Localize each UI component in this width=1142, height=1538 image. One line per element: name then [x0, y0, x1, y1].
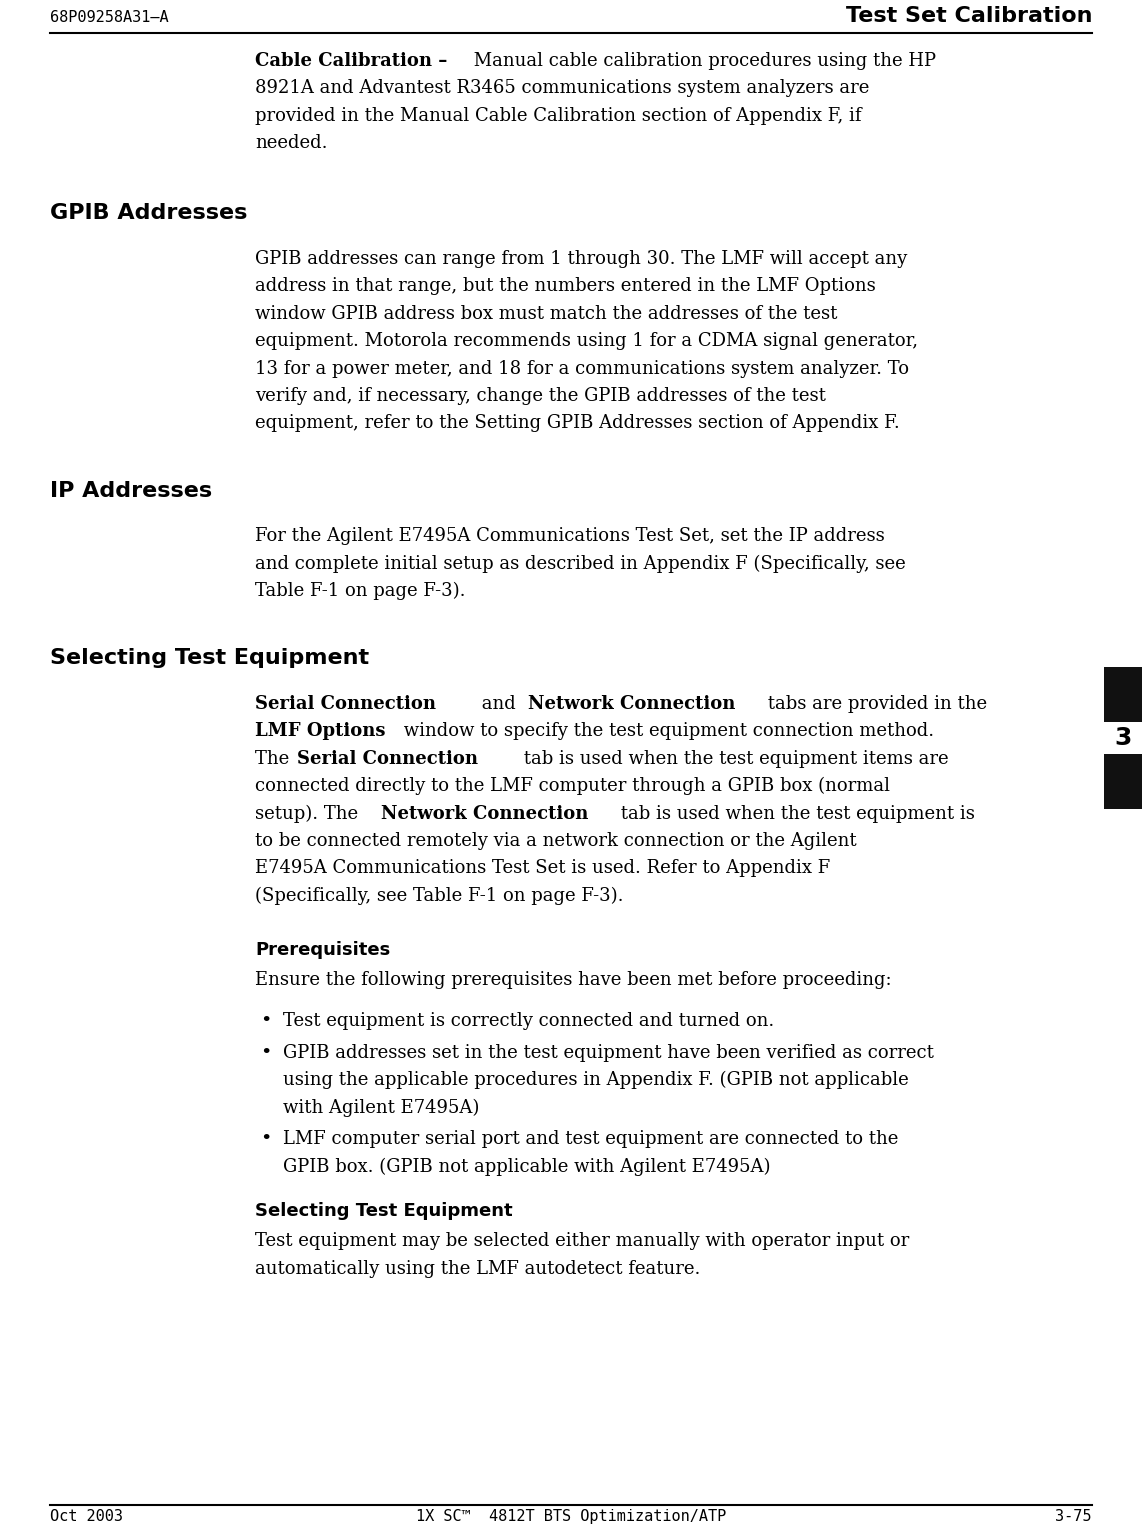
Text: window GPIB address box must match the addresses of the test: window GPIB address box must match the a…: [255, 305, 837, 323]
Bar: [1104, 667, 1142, 723]
Text: Selecting Test Equipment: Selecting Test Equipment: [255, 1201, 513, 1220]
Text: using the applicable procedures in Appendix F. (GPIB not applicable: using the applicable procedures in Appen…: [283, 1072, 909, 1089]
Text: Table F-1 on page F-3).: Table F-1 on page F-3).: [255, 581, 466, 600]
Text: Prerequisites: Prerequisites: [255, 941, 391, 958]
Text: 3-75: 3-75: [1055, 1509, 1092, 1524]
Text: Network Connection: Network Connection: [529, 695, 735, 712]
Text: equipment, refer to the Setting GPIB Addresses section of Appendix F.: equipment, refer to the Setting GPIB Add…: [255, 414, 900, 432]
Text: and complete initial setup as described in Appendix F (Specifically, see: and complete initial setup as described …: [255, 555, 906, 572]
Text: GPIB Addresses: GPIB Addresses: [50, 203, 248, 223]
Text: Serial Connection: Serial Connection: [297, 749, 477, 767]
Text: GPIB addresses can range from 1 through 30. The LMF will accept any: GPIB addresses can range from 1 through …: [255, 249, 907, 268]
Bar: [1104, 754, 1142, 809]
Text: LMF Options: LMF Options: [255, 723, 386, 740]
Text: connected directly to the LMF computer through a GPIB box (normal: connected directly to the LMF computer t…: [255, 777, 890, 795]
Text: and: and: [476, 695, 522, 712]
Text: •: •: [260, 1044, 272, 1061]
Text: 8921A and Advantest R3465 communications system analyzers are: 8921A and Advantest R3465 communications…: [255, 80, 869, 97]
Text: verify and, if necessary, change the GPIB addresses of the test: verify and, if necessary, change the GPI…: [255, 388, 826, 404]
Text: tabs are provided in the: tabs are provided in the: [763, 695, 988, 712]
Text: The: The: [255, 749, 295, 767]
Text: provided in the Manual Cable Calibration section of Appendix F, if: provided in the Manual Cable Calibration…: [255, 106, 861, 125]
Text: (Specifically, see Table F-1 on page F-3).: (Specifically, see Table F-1 on page F-3…: [255, 887, 624, 906]
Text: address in that range, but the numbers entered in the LMF Options: address in that range, but the numbers e…: [255, 277, 876, 295]
Text: •: •: [260, 1130, 272, 1149]
Text: 3: 3: [1115, 726, 1132, 751]
Text: to be connected remotely via a network connection or the Agilent: to be connected remotely via a network c…: [255, 832, 856, 851]
Text: 1X SC™  4812T BTS Optimization/ATP: 1X SC™ 4812T BTS Optimization/ATP: [416, 1509, 726, 1524]
Text: window to specify the test equipment connection method.: window to specify the test equipment con…: [399, 723, 934, 740]
Text: tab is used when the test equipment is: tab is used when the test equipment is: [614, 804, 974, 823]
Text: GPIB box. (GPIB not applicable with Agilent E7495A): GPIB box. (GPIB not applicable with Agil…: [283, 1158, 771, 1177]
Text: Ensure the following prerequisites have been met before proceeding:: Ensure the following prerequisites have …: [255, 970, 892, 989]
Text: Cable Calibration –: Cable Calibration –: [255, 52, 448, 71]
Text: Network Connection: Network Connection: [380, 804, 588, 823]
Text: •: •: [260, 1012, 272, 1030]
Text: Manual cable calibration procedures using the HP: Manual cable calibration procedures usin…: [468, 52, 935, 71]
Text: 68P09258A31–A: 68P09258A31–A: [50, 11, 169, 25]
Text: Test equipment may be selected either manually with operator input or: Test equipment may be selected either ma…: [255, 1232, 909, 1250]
Text: equipment. Motorola recommends using 1 for a CDMA signal generator,: equipment. Motorola recommends using 1 f…: [255, 332, 918, 351]
Text: Serial Connection: Serial Connection: [255, 695, 436, 712]
Text: E7495A Communications Test Set is used. Refer to Appendix F: E7495A Communications Test Set is used. …: [255, 860, 830, 878]
Text: For the Agilent E7495A Communications Test Set, set the IP address: For the Agilent E7495A Communications Te…: [255, 528, 885, 544]
Text: setup). The: setup). The: [255, 804, 364, 823]
Text: GPIB addresses set in the test equipment have been verified as correct: GPIB addresses set in the test equipment…: [283, 1044, 934, 1061]
Text: with Agilent E7495A): with Agilent E7495A): [283, 1098, 480, 1117]
Text: needed.: needed.: [255, 134, 328, 152]
Text: Selecting Test Equipment: Selecting Test Equipment: [50, 647, 369, 667]
Text: IP Addresses: IP Addresses: [50, 480, 212, 500]
Text: automatically using the LMF autodetect feature.: automatically using the LMF autodetect f…: [255, 1260, 700, 1278]
Text: Test equipment is correctly connected and turned on.: Test equipment is correctly connected an…: [283, 1012, 774, 1030]
Text: Test Set Calibration: Test Set Calibration: [845, 6, 1092, 26]
Text: tab is used when the test equipment items are: tab is used when the test equipment item…: [517, 749, 949, 767]
Text: 13 for a power meter, and 18 for a communications system analyzer. To: 13 for a power meter, and 18 for a commu…: [255, 360, 909, 377]
Text: LMF computer serial port and test equipment are connected to the: LMF computer serial port and test equipm…: [283, 1130, 899, 1149]
Text: Oct 2003: Oct 2003: [50, 1509, 123, 1524]
